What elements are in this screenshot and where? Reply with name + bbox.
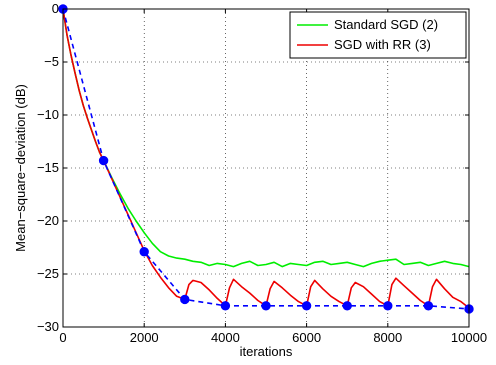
x-tick-label: 8000 <box>373 330 402 345</box>
y-tick-label: −25 <box>37 266 59 281</box>
data-point-marker <box>261 301 271 311</box>
data-point-marker <box>98 155 109 166</box>
y-tick-label: 0 <box>52 1 59 16</box>
legend-label-standard-sgd: Standard SGD (2) <box>334 17 438 32</box>
x-tick-label: 6000 <box>292 330 321 345</box>
data-point-marker <box>220 301 231 311</box>
data-point-marker <box>342 301 352 311</box>
legend-label-sgd-rr: SGD with RR (3) <box>334 37 431 52</box>
y-tick-label: −5 <box>44 54 59 69</box>
data-point-marker <box>301 301 312 311</box>
data-point-marker <box>139 247 149 257</box>
data-point-marker <box>423 301 434 311</box>
y-axis-label: Mean−square−deviation (dB) <box>13 84 28 252</box>
y-tick-label: −20 <box>37 213 59 228</box>
x-axis-label: iterations <box>240 344 293 359</box>
x-tick-label: 2000 <box>130 330 159 345</box>
y-tick-label: −30 <box>37 319 59 334</box>
x-tick-label: 4000 <box>211 330 240 345</box>
data-point-marker <box>180 294 190 305</box>
y-tick-label: −10 <box>37 107 59 122</box>
x-tick-label: 0 <box>59 330 66 345</box>
legend-box <box>289 11 467 59</box>
x-tick-label: 10000 <box>451 330 487 345</box>
ticks: 0 2000 4000 6000 8000 10000 0 −5 −10 −15 −20 −25 −30 <box>37 1 487 345</box>
plot-area <box>63 9 469 327</box>
y-tick-label: −15 <box>37 160 59 175</box>
data-point-marker <box>383 301 393 311</box>
legend: Standard SGD (2) SGD with RR (3) <box>289 11 467 59</box>
